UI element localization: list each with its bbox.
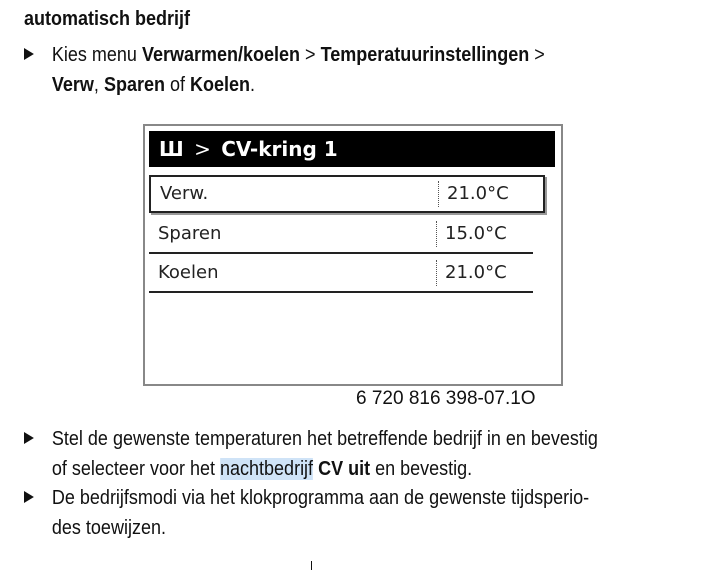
text: . — [250, 74, 256, 96]
option: Sparen — [103, 74, 165, 96]
row-value: 15.0°C — [436, 221, 507, 247]
figure-caption: 6 720 816 398-07.1O — [356, 388, 536, 409]
step-1: Kies menu Verwarmen/koelen > Temperatuur… — [24, 40, 545, 100]
step-3: De bedrijfsmodi via het klokprogramma aa… — [24, 483, 589, 543]
text: of — [164, 74, 190, 96]
row-value: 21.0°C — [436, 260, 507, 286]
row-label: Sparen — [158, 223, 222, 244]
row-label: Koelen — [158, 262, 219, 283]
row-value: 21.0°C — [438, 181, 509, 207]
highlighted-text: nachtbedrijf — [220, 458, 314, 480]
option: Verw — [51, 74, 94, 96]
option: CV uit — [318, 458, 371, 480]
text: en bevestig. — [370, 458, 473, 480]
bullet-triangle-icon — [24, 491, 34, 503]
text: , — [93, 74, 104, 96]
bullet-triangle-icon — [24, 48, 34, 60]
header-title: CV-kring 1 — [221, 137, 338, 161]
separator: > — [194, 137, 211, 161]
bullet-triangle-icon — [24, 432, 34, 444]
menu-row-verw[interactable]: Verw. 21.0°C — [149, 175, 545, 213]
text: > — [529, 44, 545, 66]
display-frame — [143, 124, 563, 386]
text: De bedrijfsmodi via het klokprogramma aa… — [51, 487, 590, 509]
menu-name: Verwarmen/koelen — [141, 44, 301, 66]
section-heading: automatisch bedrijf — [24, 8, 191, 30]
menu-name: Temperatuurinstellingen — [320, 44, 530, 66]
column-divider — [311, 561, 312, 570]
display-header: Ш > CV-kring 1 — [149, 131, 555, 167]
text: Stel de gewenste temperaturen het betref… — [51, 428, 598, 450]
option: Koelen — [189, 74, 251, 96]
menu-row-sparen[interactable]: Sparen 15.0°C — [149, 216, 533, 254]
menu-row-koelen[interactable]: Koelen 21.0°C — [149, 255, 533, 293]
text: Kies menu — [51, 44, 142, 66]
step-2: Stel de gewenste temperaturen het betref… — [24, 424, 598, 484]
text: > — [300, 44, 321, 66]
row-label: Verw. — [160, 183, 209, 204]
text: des toewijzen. — [51, 517, 166, 539]
text: of selecteer voor het — [51, 458, 221, 480]
heating-circuit-icon: Ш — [159, 137, 184, 161]
